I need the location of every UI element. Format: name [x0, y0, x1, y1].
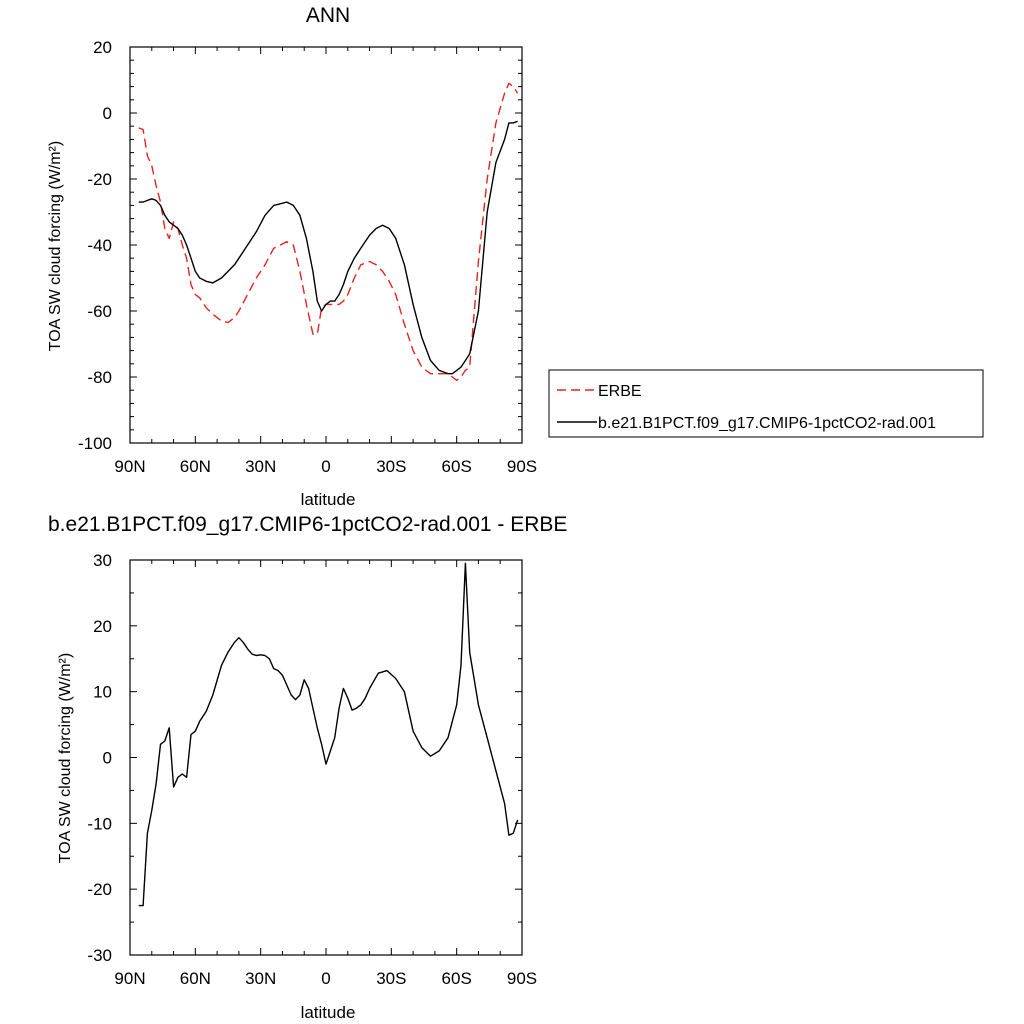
top-plot-frame [129, 46, 523, 444]
y-tick-label: 20 [93, 617, 112, 636]
y-tick-label: 20 [93, 38, 112, 57]
bottom-y-axis-label: TOA SW cloud forcing (W/m²) [57, 653, 74, 863]
bottom-series-line-0 [138, 562, 519, 907]
y-tick-label: -10 [87, 814, 112, 833]
bottom-series-group [138, 562, 519, 907]
x-tick-label: 60N [180, 969, 211, 988]
x-tick-label: 60N [180, 457, 211, 476]
x-tick-label: 90N [114, 457, 145, 476]
top-series-group [138, 82, 519, 381]
y-tick-label: -20 [87, 880, 112, 899]
y-tick-label: 10 [93, 683, 112, 702]
legend-box [548, 369, 984, 438]
y-tick-label: 30 [93, 551, 112, 570]
bottom-chart: b.e21.B1PCT.f09_g17.CMIP6-1pctCO2-rad.00… [48, 513, 567, 1022]
y-tick-label: 0 [103, 104, 112, 123]
y-tick-label: -100 [78, 434, 112, 453]
top-chart-title: ANN [306, 4, 350, 27]
bottom-x-axis-label: latitude [301, 1003, 356, 1022]
x-tick-label: 90S [507, 457, 537, 476]
y-tick-label: -80 [87, 368, 112, 387]
top-chart: ANN 90N 60N 30N 0 30S 60S 90S 20 0 -20 -40 -60 -80 -1… [47, 4, 984, 509]
x-tick-label: 90S [507, 969, 537, 988]
legend: ERBE b.e21.B1PCT.f09_g17.CMIP6-1pctCO2-r… [548, 369, 984, 438]
x-tick-label: 30S [376, 457, 406, 476]
top-axis-ticks: 90N 60N 30N 0 30S 60S 90S 20 0 -20 -40 -60 -80 -100 [78, 38, 537, 476]
x-tick-label: 60S [442, 457, 472, 476]
top-series-line-0 [138, 82, 519, 381]
x-tick-label: 60S [442, 969, 472, 988]
x-tick-label: 30N [245, 969, 276, 988]
x-tick-label: 90N [114, 969, 145, 988]
top-series-line-1 [138, 120, 518, 375]
y-tick-label: -60 [87, 302, 112, 321]
legend-label-erbe: ERBE [598, 383, 642, 400]
bottom-chart-title: b.e21.B1PCT.f09_g17.CMIP6-1pctCO2-rad.00… [48, 513, 567, 536]
y-tick-label: -30 [87, 946, 112, 965]
top-y-axis-label: TOA SW cloud forcing (W/m²) [47, 141, 64, 351]
x-tick-label: 30S [376, 969, 406, 988]
legend-label-model: b.e21.B1PCT.f09_g17.CMIP6-1pctCO2-rad.00… [598, 415, 936, 432]
x-tick-label: 30N [245, 457, 276, 476]
y-tick-label: -20 [87, 170, 112, 189]
y-tick-label: 0 [103, 749, 112, 768]
x-tick-label: 0 [321, 969, 330, 988]
y-tick-label: -40 [87, 236, 112, 255]
bottom-axis-ticks: 90N 60N 30N 0 30S 60S 90S 30 20 10 0 -10 -20 -30 [87, 551, 537, 988]
x-tick-label: 0 [321, 457, 330, 476]
top-x-axis-label: latitude [301, 490, 356, 509]
